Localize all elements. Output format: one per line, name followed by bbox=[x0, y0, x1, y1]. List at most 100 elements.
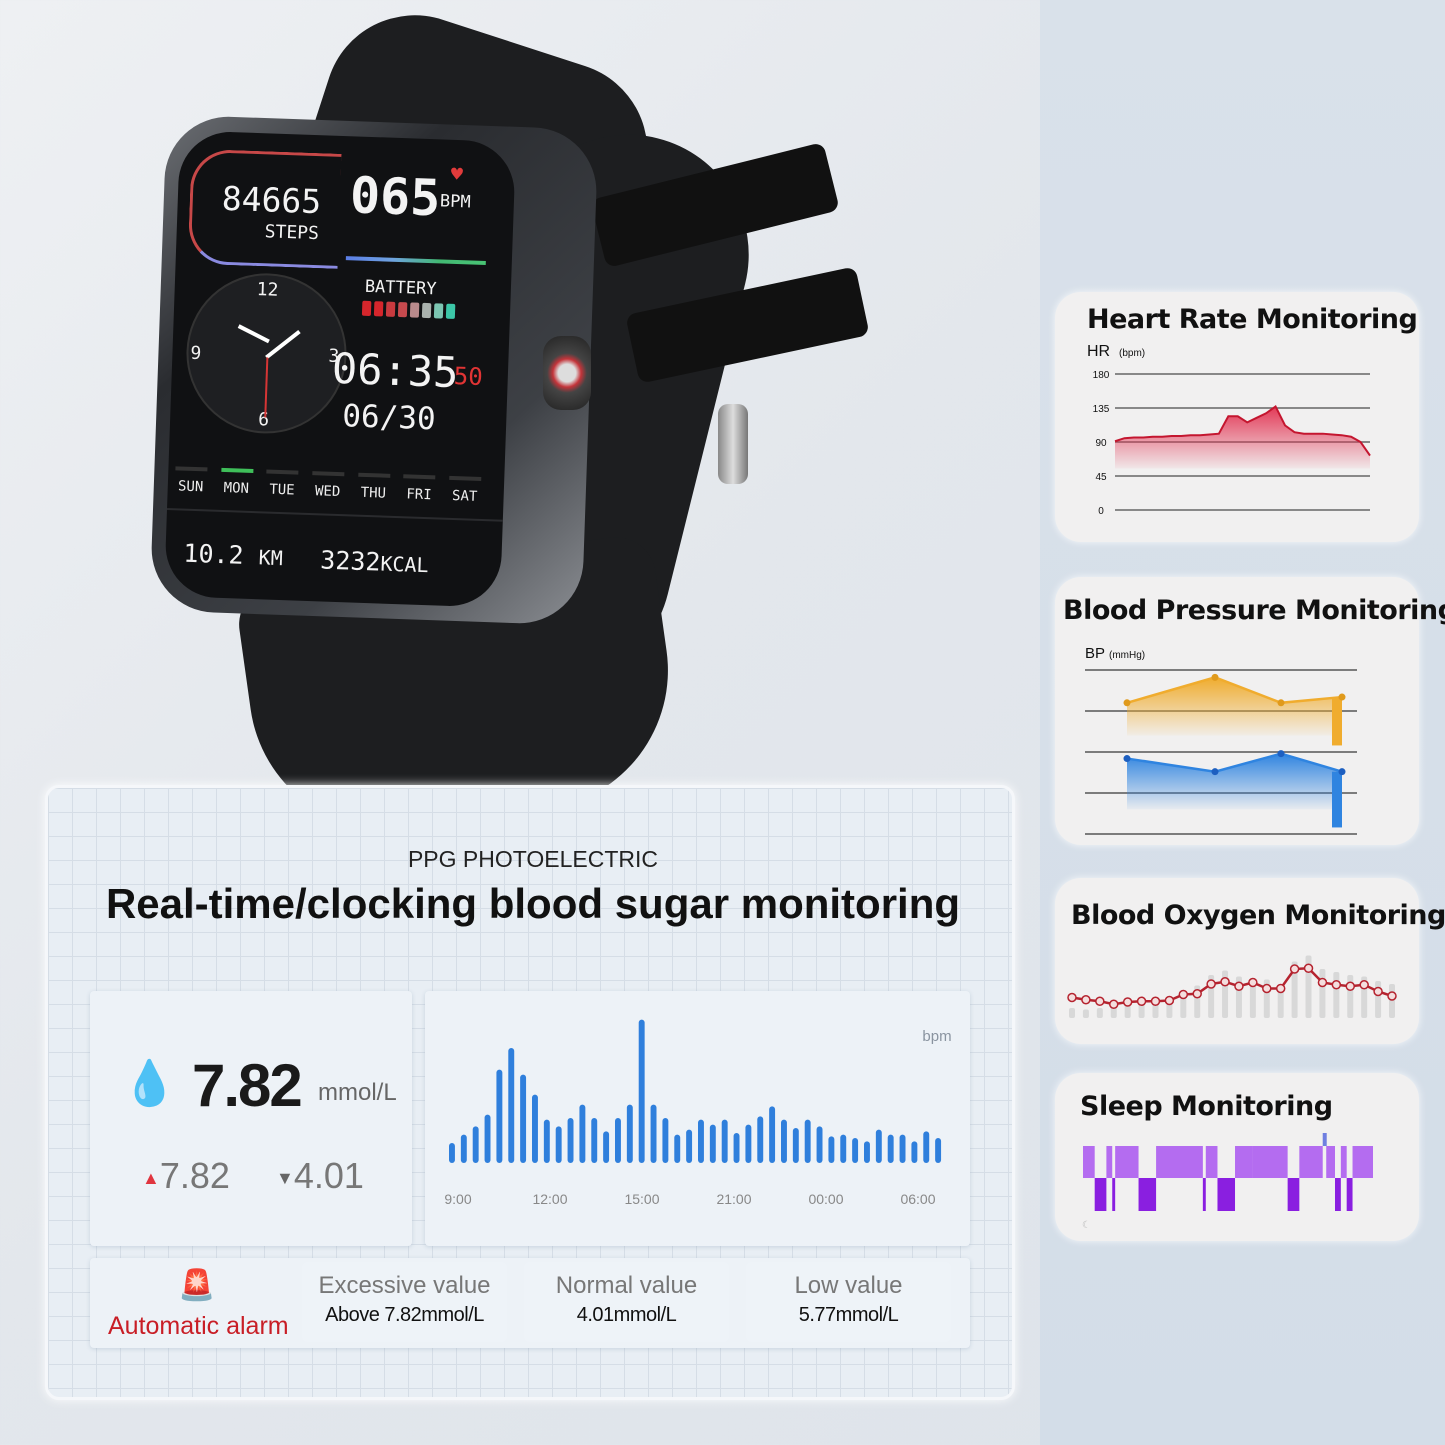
distance: 10.2 KM bbox=[183, 539, 283, 571]
buckle-icon bbox=[718, 404, 748, 484]
y-tick-label: 180 bbox=[1093, 370, 1110, 381]
blood-oxygen-card: Blood Oxygen Monitoring bbox=[1055, 878, 1445, 1044]
y-axis-label: HR bbox=[1087, 343, 1110, 360]
spo2-point bbox=[1262, 983, 1272, 994]
bar bbox=[626, 1104, 633, 1163]
bar bbox=[650, 1104, 657, 1163]
background-bar bbox=[1082, 1009, 1089, 1018]
sleep-deep-segment bbox=[1346, 1178, 1353, 1211]
bp-bar bbox=[1332, 697, 1342, 746]
bar bbox=[911, 1141, 918, 1163]
glucose-unit: mmol/L bbox=[318, 1079, 397, 1106]
spo2-point bbox=[1220, 977, 1230, 987]
sleep-deep-segment bbox=[1202, 1178, 1206, 1211]
sleep-light-segment bbox=[1326, 1146, 1335, 1178]
sleep-light-segment bbox=[1106, 1146, 1113, 1178]
spo2-line bbox=[1071, 966, 1393, 1006]
bar bbox=[769, 1106, 776, 1163]
heart-rate-chart: HR (bpm) 0 45 90 135 180 bbox=[1087, 343, 1371, 517]
sleep-light-segment bbox=[1352, 1146, 1373, 1178]
spo2-point bbox=[1095, 996, 1105, 1006]
panel-kicker: PPG PHOTOELECTRIC bbox=[407, 846, 659, 872]
weekday: SUN bbox=[170, 466, 211, 495]
spo2-point bbox=[1359, 980, 1369, 990]
weekday: WED bbox=[307, 471, 348, 500]
background-bar bbox=[1096, 1008, 1103, 1018]
weekday-indicator bbox=[357, 472, 391, 478]
analog-clock: 12 3 6 9 bbox=[183, 270, 350, 437]
glucose-high: ▲7.82 bbox=[142, 1155, 230, 1197]
blood-oxygen-chart bbox=[1067, 955, 1397, 1018]
bar bbox=[520, 1074, 527, 1163]
spo2-point bbox=[1067, 992, 1077, 1003]
battery-segment bbox=[373, 301, 384, 317]
threshold-title: Normal value bbox=[555, 1272, 698, 1299]
arrow-up-icon: ▲ bbox=[142, 1167, 160, 1188]
weekday-indicator bbox=[403, 474, 436, 480]
watch-screen: 84665 STEPS 065 BPM ♥ 12 3 6 9 BATTERY 0… bbox=[163, 130, 517, 608]
heart-rate-value: 065 bbox=[349, 166, 442, 228]
background-bar bbox=[1375, 981, 1382, 1018]
bar bbox=[579, 1104, 586, 1163]
distance-value: 10.2 bbox=[182, 538, 245, 570]
spo2-point bbox=[1387, 991, 1397, 1001]
bp-point bbox=[1123, 699, 1131, 707]
x-tick-label: 21:00 bbox=[716, 1191, 751, 1207]
bar bbox=[887, 1134, 894, 1163]
bar bbox=[638, 1019, 645, 1163]
sleep-deep-segment bbox=[1287, 1178, 1300, 1211]
spo2-point bbox=[1081, 995, 1091, 1005]
weekday: SAT bbox=[444, 475, 485, 505]
threshold-value: Above 7.82mmol/L bbox=[325, 1304, 484, 1326]
sleep-light-segment bbox=[1340, 1146, 1347, 1178]
weekday-label: WED bbox=[314, 483, 341, 501]
y-axis-unit: (mmHg) bbox=[1109, 650, 1145, 661]
sleep-deep-segment bbox=[1334, 1178, 1341, 1211]
sleep-light-segment bbox=[1252, 1146, 1288, 1178]
distance-unit: KM bbox=[258, 545, 284, 571]
weekday: THU bbox=[353, 472, 394, 502]
battery-segment bbox=[397, 301, 408, 318]
spo2-point bbox=[1303, 963, 1314, 973]
glucose-bar-chart: bpm 9:00 12:00 15:00 21:00 00:00 06:00 bbox=[444, 1019, 952, 1207]
sleep-light-segment bbox=[1299, 1146, 1323, 1178]
bar bbox=[686, 1129, 693, 1163]
weekday: FRI bbox=[399, 474, 440, 503]
bar bbox=[603, 1131, 610, 1163]
threshold-value: 5.77mmol/L bbox=[798, 1304, 899, 1326]
weekday-label: SAT bbox=[451, 487, 478, 505]
heart-icon: ♥ bbox=[450, 161, 464, 187]
spo2-point bbox=[1345, 981, 1356, 991]
bar bbox=[721, 1119, 728, 1163]
calories-value: 3232 bbox=[319, 545, 382, 577]
bar bbox=[852, 1138, 859, 1163]
bp-point bbox=[1338, 768, 1346, 776]
bp-point bbox=[1123, 755, 1131, 763]
card-title: Blood Oxygen Monitoring bbox=[1071, 900, 1445, 931]
spo2-point bbox=[1122, 997, 1133, 1007]
bar bbox=[496, 1069, 503, 1163]
bar bbox=[923, 1131, 930, 1163]
spo2-point bbox=[1234, 981, 1244, 991]
spo2-point bbox=[1150, 996, 1161, 1006]
bar bbox=[816, 1126, 823, 1163]
digital-time: 06:35 bbox=[331, 343, 460, 398]
spo2-point bbox=[1206, 979, 1216, 989]
date: 06/30 bbox=[341, 398, 437, 438]
bar bbox=[899, 1134, 906, 1163]
background-bar bbox=[1110, 1006, 1117, 1018]
battery-segment bbox=[409, 302, 420, 318]
x-tick-label: 06:00 bbox=[900, 1191, 935, 1207]
crown-button[interactable] bbox=[543, 336, 591, 410]
bar bbox=[864, 1141, 870, 1163]
bar bbox=[781, 1119, 787, 1163]
heart-rate-unit: BPM bbox=[439, 191, 471, 213]
y-axis-unit: (bpm) bbox=[1119, 348, 1145, 359]
alarm-threshold-item: Normal value 4.01mmol/L bbox=[524, 1262, 729, 1342]
weekday: MON bbox=[216, 467, 257, 497]
bar bbox=[757, 1116, 764, 1163]
alarm-label: Automatic alarm bbox=[108, 1312, 289, 1340]
x-tick-label: 15:00 bbox=[624, 1191, 659, 1207]
spo2-point bbox=[1289, 964, 1300, 974]
panel-title: Real-time/clocking blood sugar monitorin… bbox=[105, 880, 961, 927]
